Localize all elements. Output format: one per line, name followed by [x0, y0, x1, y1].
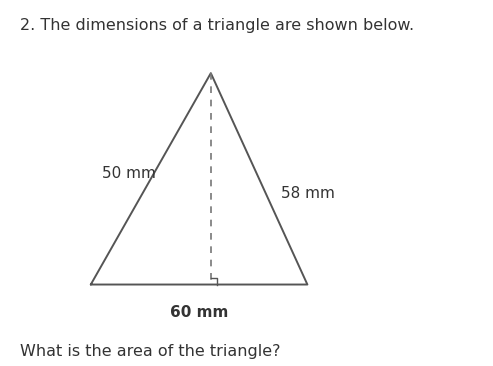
Text: 58 mm: 58 mm: [281, 186, 335, 201]
Text: 2. The dimensions of a triangle are shown below.: 2. The dimensions of a triangle are show…: [20, 18, 414, 33]
Text: What is the area of the triangle?: What is the area of the triangle?: [20, 344, 280, 359]
Text: 50 mm: 50 mm: [102, 166, 156, 181]
Text: 60 mm: 60 mm: [170, 305, 228, 320]
